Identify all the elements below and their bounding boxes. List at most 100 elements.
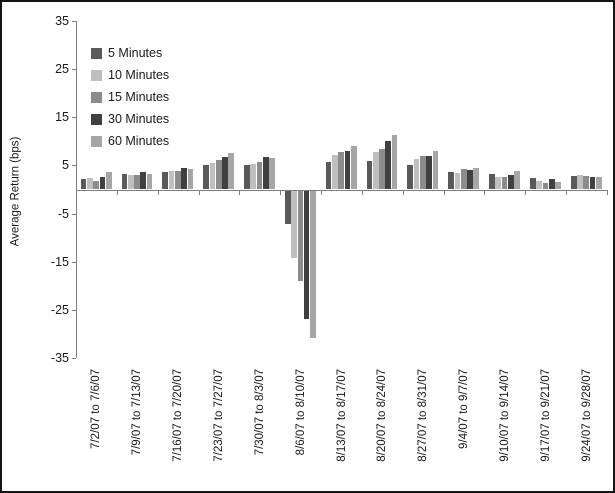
bar [228, 152, 235, 190]
bar [99, 176, 106, 190]
x-category-label: 9/24/07 to 9/28/07 [580, 368, 593, 462]
bar [385, 141, 392, 190]
bar [181, 167, 187, 190]
x-tick [402, 189, 404, 195]
x-category-label: 8/13/07 to 8/17/07 [335, 368, 348, 462]
bar [432, 150, 439, 190]
x-category-label: 8/20/07 to 8/24/07 [376, 368, 389, 462]
bar [325, 161, 332, 190]
x-category-label: 8/27/07 to 8/31/07 [417, 368, 430, 462]
legend-item: 5 Minutes [91, 46, 169, 60]
bar [332, 155, 338, 190]
bar [134, 174, 140, 190]
bar [250, 163, 257, 190]
bar [303, 190, 310, 320]
bar [86, 178, 93, 190]
bar [542, 182, 549, 190]
bar [269, 158, 275, 190]
bar [577, 175, 583, 190]
bar [391, 135, 398, 190]
bar [536, 180, 542, 190]
bar [310, 190, 316, 338]
legend-item: 10 Minutes [91, 68, 169, 82]
x-category-label: 7/2/07 to 7/6/07 [90, 368, 103, 449]
legend-label: 15 Minutes [108, 90, 170, 104]
bar [222, 157, 228, 190]
bar [187, 168, 194, 190]
bar [174, 171, 181, 190]
bar [379, 148, 385, 190]
y-tick-label: 15 [55, 110, 69, 125]
legend-label: 30 Minutes [108, 112, 170, 126]
legend-item: 60 Minutes [91, 134, 170, 148]
x-category-label: 9/17/07 to 9/21/07 [539, 368, 552, 462]
bar [244, 165, 250, 190]
y-tick-label: 35 [55, 14, 69, 28]
legend-swatch-icon [91, 91, 102, 103]
y-tick-label: -35 [50, 351, 69, 365]
x-tick [607, 189, 608, 195]
y-tick-label: -25 [50, 302, 69, 317]
bar [460, 168, 467, 190]
bar [168, 171, 175, 190]
y-tick-label: 5 [62, 158, 69, 173]
legend-label: 5 Minutes [108, 46, 163, 60]
y-tick-label: -15 [50, 254, 69, 269]
legend-label: 60 Minutes [108, 134, 170, 148]
bar [338, 152, 345, 190]
legend-swatch-icon [91, 69, 102, 81]
bar [215, 159, 222, 190]
bar [495, 176, 502, 190]
bar [203, 165, 209, 190]
x-tick [239, 189, 241, 195]
bar [448, 171, 454, 190]
legend-item: 30 Minutes [91, 112, 170, 126]
x-category-label: 9/10/07 to 9/14/07 [498, 368, 511, 462]
x-category-label: 7/30/07 to 8/3/07 [253, 368, 266, 455]
bar [291, 190, 297, 258]
bar [501, 176, 508, 190]
y-tick-label: -5 [57, 206, 69, 221]
x-tick [321, 189, 323, 195]
x-tick [157, 189, 159, 195]
bar [548, 179, 555, 190]
x-tick [361, 189, 363, 195]
bar [420, 155, 426, 190]
bar [140, 171, 147, 190]
y-tick [72, 69, 76, 71]
bar [473, 167, 480, 190]
y-tick-label: 25 [55, 62, 69, 77]
bar [583, 175, 590, 190]
bar [209, 162, 216, 190]
x-tick [76, 189, 77, 195]
bar [555, 181, 561, 190]
bar [426, 155, 433, 190]
y-tick [72, 309, 76, 311]
bar [262, 157, 269, 190]
x-tick [280, 189, 282, 195]
bar [407, 165, 414, 190]
x-axis-line [76, 189, 608, 191]
bar [105, 172, 112, 190]
legend-swatch-icon [91, 113, 102, 125]
x-tick [116, 189, 118, 195]
bar [508, 174, 514, 190]
y-tick [72, 213, 76, 215]
bar [127, 174, 134, 190]
x-category-label: 7/9/07 to 7/13/07 [131, 368, 144, 455]
bar [256, 161, 263, 190]
y-tick [72, 165, 76, 167]
legend-swatch-icon [91, 47, 102, 59]
x-category-label: 9/4/07 to 9/7/07 [458, 368, 471, 449]
x-tick [198, 189, 200, 195]
bar [366, 160, 373, 190]
bar [454, 172, 461, 190]
bar [284, 190, 291, 225]
legend: 5 Minutes 10 Minutes 15 Minutes 30 Minutes 6… [91, 46, 170, 157]
x-tick [525, 189, 527, 195]
bar [121, 173, 128, 190]
y-axis-title: Average Return (bps) [9, 136, 22, 247]
bar [589, 177, 596, 190]
